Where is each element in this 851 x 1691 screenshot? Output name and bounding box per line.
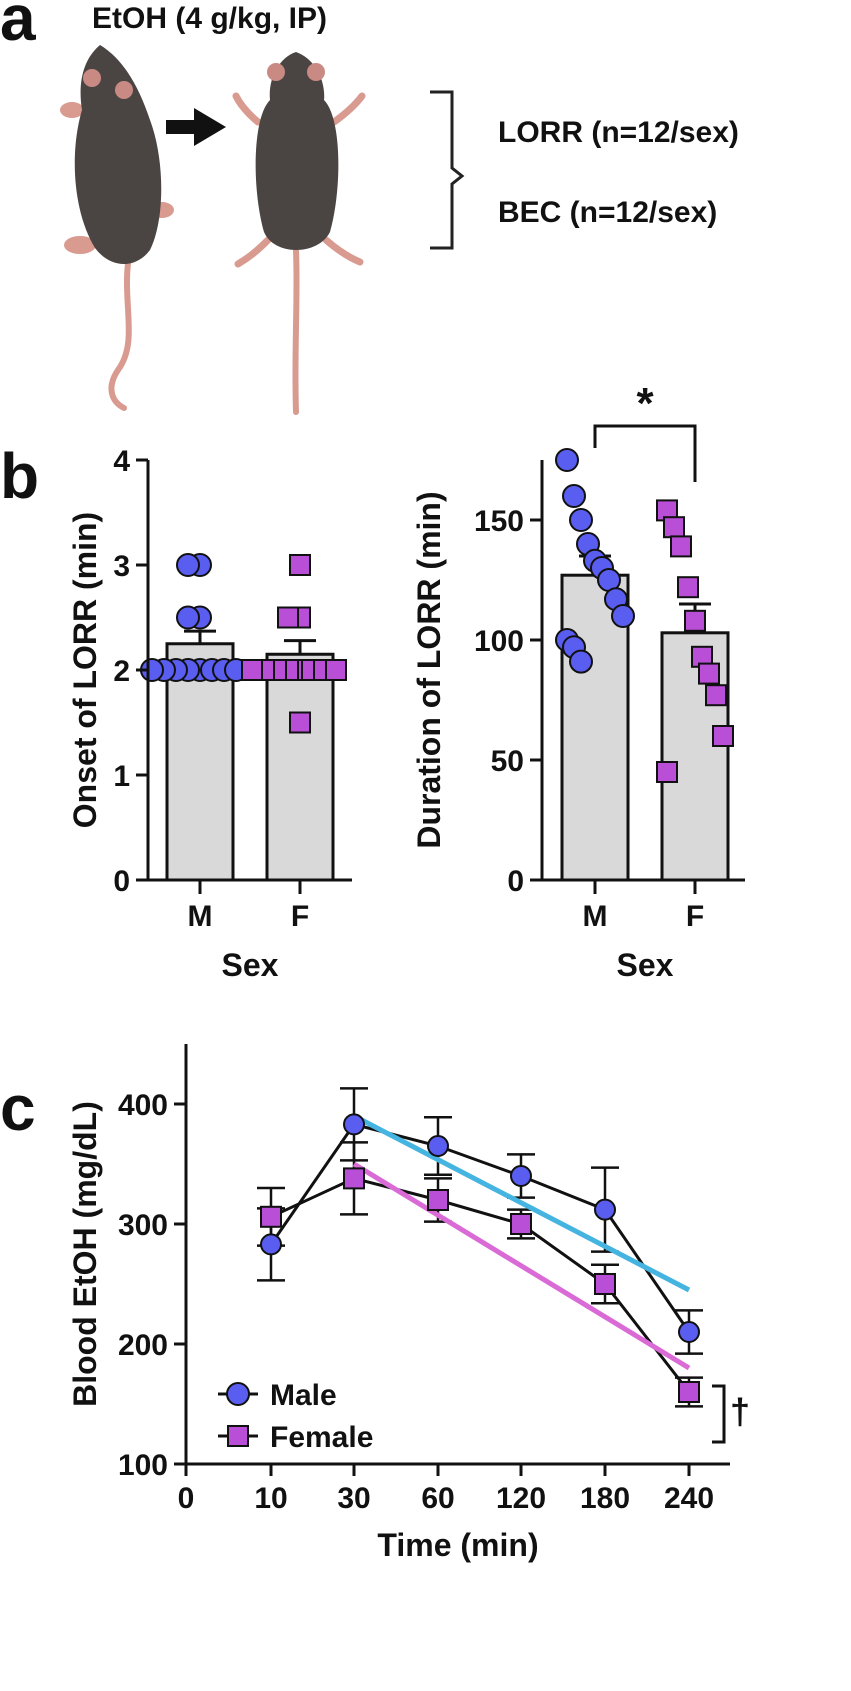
mouse-prone-illustration bbox=[60, 45, 174, 411]
y-tick-label: 50 bbox=[491, 745, 524, 778]
point-F bbox=[289, 554, 311, 576]
y-axis-label: Duration of LORR (min) bbox=[411, 491, 447, 848]
arrow-icon bbox=[166, 108, 226, 146]
point-female bbox=[260, 1205, 282, 1228]
y-tick-label: 4 bbox=[113, 445, 130, 478]
legend-marker-female bbox=[227, 1425, 249, 1447]
y-tick-label: 0 bbox=[113, 865, 130, 898]
x-tick-label: F bbox=[686, 900, 704, 933]
point-F bbox=[289, 711, 311, 734]
point-F bbox=[241, 659, 263, 681]
point-F bbox=[656, 761, 678, 783]
x-tick-label: M bbox=[583, 900, 608, 933]
outcome-lorr: LORR (n=12/sex) bbox=[498, 116, 739, 149]
bar-F bbox=[265, 652, 335, 882]
series-line-male bbox=[269, 1122, 691, 1333]
point-M bbox=[569, 508, 593, 532]
point-female bbox=[510, 1213, 532, 1235]
legend-label-male: Male bbox=[270, 1379, 337, 1412]
y-axis-label: Blood EtOH (mg/dL) bbox=[67, 1101, 103, 1407]
panel-c-letter: c bbox=[0, 1072, 36, 1144]
point-female bbox=[427, 1189, 449, 1211]
x-tick-label: 0 bbox=[178, 1482, 195, 1515]
annotation-dagger: † bbox=[730, 1391, 750, 1432]
panel-b-letter: b bbox=[0, 440, 39, 512]
x-tick-label: 180 bbox=[580, 1482, 630, 1515]
y-tick-label: 100 bbox=[474, 625, 524, 658]
mouse-supine-illustration bbox=[232, 52, 366, 415]
x-tick-label: 240 bbox=[664, 1482, 714, 1515]
point-M bbox=[176, 553, 200, 577]
x-axis-label: Sex bbox=[222, 947, 279, 983]
point-F bbox=[325, 659, 347, 681]
point-male bbox=[260, 1233, 282, 1256]
panel-a-letter: a bbox=[0, 0, 36, 54]
y-tick-label: 1 bbox=[113, 760, 130, 793]
point-female bbox=[343, 1167, 365, 1190]
fit-line-male bbox=[352, 1113, 691, 1293]
x-tick-label: 60 bbox=[421, 1482, 454, 1515]
panel-a-title: EtOH (4 g/kg, IP) bbox=[92, 2, 327, 35]
significance-bracket bbox=[593, 424, 697, 482]
point-female bbox=[594, 1273, 616, 1295]
x-tick-label: M bbox=[188, 900, 213, 933]
y-tick-label: 2 bbox=[113, 655, 130, 688]
y-tick-label: 3 bbox=[113, 550, 130, 583]
point-M bbox=[176, 605, 200, 630]
y-tick-label: 100 bbox=[118, 1449, 168, 1482]
legend-label-female: Female bbox=[270, 1421, 373, 1454]
y-tick-label: 150 bbox=[474, 505, 524, 538]
point-male bbox=[427, 1135, 449, 1157]
point-F bbox=[698, 662, 720, 685]
point-F bbox=[670, 535, 692, 558]
x-tick-label: 30 bbox=[337, 1482, 370, 1515]
point-male bbox=[678, 1321, 700, 1343]
y-tick-label: 0 bbox=[507, 865, 524, 898]
x-tick-label: F bbox=[291, 900, 309, 933]
point-M bbox=[562, 484, 586, 508]
y-tick-label: 400 bbox=[118, 1089, 168, 1122]
point-F bbox=[705, 684, 727, 707]
point-female bbox=[678, 1381, 700, 1403]
y-tick-label: 300 bbox=[118, 1209, 168, 1242]
blood-etoh-chart: 100 200 300 400 0 10 30 60 120 180 240 Time (min) Bl… bbox=[67, 1044, 750, 1563]
bar-M bbox=[165, 642, 235, 882]
point-F bbox=[677, 576, 699, 599]
y-axis-label: Onset of LORR (min) bbox=[67, 512, 103, 828]
point-male bbox=[594, 1198, 616, 1221]
y-tick-label: 200 bbox=[118, 1329, 168, 1362]
series-line-female bbox=[270, 1176, 691, 1393]
point-M bbox=[555, 448, 579, 472]
onset-chart: M F 0 1 2 3 4 Sex Onset of LORR (min) bbox=[67, 445, 352, 983]
outcome-bec: BEC (n=12/sex) bbox=[498, 196, 717, 229]
x-axis-label: Time (min) bbox=[377, 1527, 538, 1563]
annotation-bracket bbox=[712, 1384, 726, 1444]
point-F bbox=[684, 609, 706, 632]
x-tick-label: 120 bbox=[496, 1482, 546, 1515]
outcome-bracket bbox=[430, 90, 465, 250]
x-tick-label: 10 bbox=[254, 1482, 287, 1515]
x-axis-label: Sex bbox=[617, 947, 674, 983]
point-F bbox=[663, 516, 685, 539]
significance-star: * bbox=[636, 379, 654, 428]
point-male bbox=[343, 1113, 365, 1136]
legend-marker-male bbox=[226, 1382, 250, 1406]
point-M bbox=[611, 604, 635, 628]
fit-line-female bbox=[352, 1161, 691, 1371]
point-F bbox=[277, 606, 299, 629]
point-F bbox=[712, 725, 734, 747]
duration-chart: M F 0 50 100 150 Sex Duration of LORR (min) * bbox=[411, 379, 745, 983]
point-male bbox=[510, 1165, 532, 1187]
point-M bbox=[569, 649, 593, 674]
